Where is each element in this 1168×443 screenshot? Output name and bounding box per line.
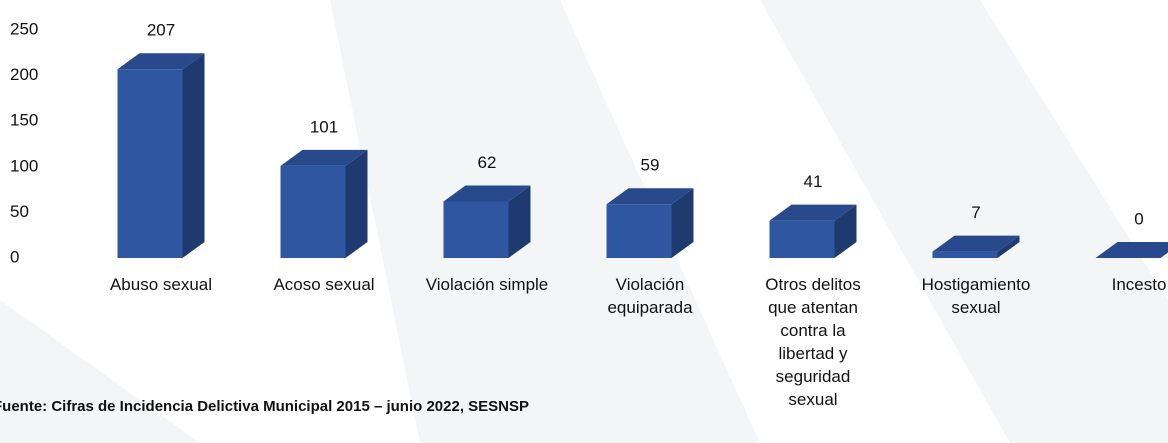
bar-front — [932, 251, 998, 258]
bar-top — [117, 53, 205, 70]
value-label: 207 — [147, 21, 175, 40]
bar-side — [834, 204, 857, 258]
bar-top — [769, 204, 857, 221]
bar-front — [606, 204, 672, 258]
x-tick-label: Violación simple — [425, 275, 549, 294]
x-tick-label: Abuso sexual — [109, 275, 213, 294]
bar — [443, 185, 531, 258]
value-label: 62 — [478, 153, 497, 172]
x-tick-label: Incesto — [1111, 275, 1167, 294]
background-shape — [0, 300, 200, 443]
bar — [280, 149, 368, 258]
value-label: 59 — [641, 156, 660, 175]
y-tick-label: 0 — [10, 247, 19, 266]
bar-top — [932, 235, 1020, 252]
background-shape — [760, 0, 1168, 443]
value-label: 0 — [1134, 209, 1143, 228]
value-label: 41 — [804, 172, 823, 191]
bar-top — [606, 188, 694, 205]
bar — [769, 204, 857, 258]
y-tick-label: 200 — [10, 65, 38, 84]
y-tick-label: 250 — [10, 19, 38, 38]
bar — [117, 53, 205, 258]
bar — [1095, 242, 1168, 258]
source-note: Fuente: Cifras de Incidencia Delictiva M… — [0, 398, 530, 415]
x-tick-label: Otros delitos que atentan contra la libe… — [765, 275, 861, 409]
bar-side — [508, 185, 531, 258]
bar-side — [671, 188, 694, 258]
bar-front — [443, 201, 509, 258]
value-label: 7 — [971, 203, 980, 222]
x-tick-label: Violación equiparada — [607, 275, 693, 317]
x-tick-label: Acoso sexual — [273, 275, 375, 294]
bar-front — [769, 220, 835, 258]
background-shape — [330, 0, 760, 443]
value-label: 101 — [310, 117, 338, 136]
bar — [606, 188, 694, 258]
y-tick-label: 50 — [10, 202, 29, 221]
bar-top — [1095, 242, 1168, 258]
bar-side — [997, 235, 1020, 258]
y-tick-label: 150 — [10, 111, 38, 130]
bar-front — [117, 69, 183, 258]
bar-side — [345, 149, 368, 258]
bar-top — [443, 185, 531, 202]
x-tick-label: Hostigamiento sexual — [921, 275, 1031, 317]
bar-side — [182, 53, 205, 258]
bar-front — [280, 165, 346, 258]
y-tick-label: 100 — [10, 156, 38, 175]
bar-top — [280, 149, 368, 166]
bar — [932, 235, 1020, 258]
